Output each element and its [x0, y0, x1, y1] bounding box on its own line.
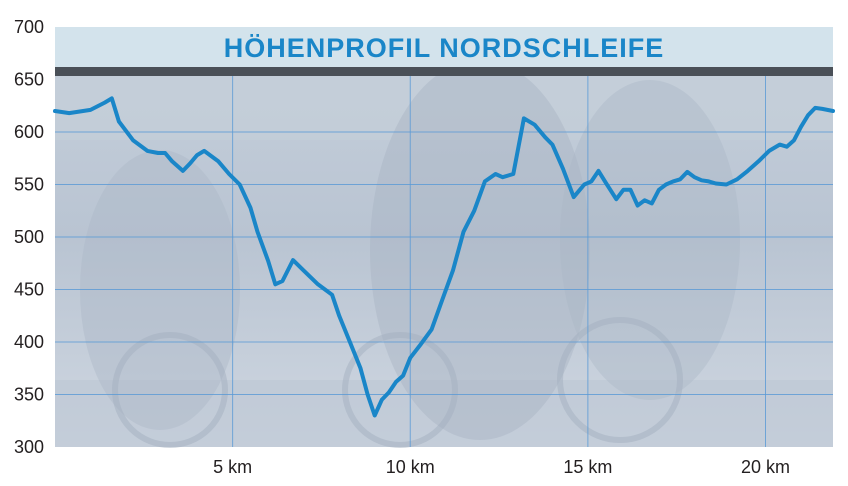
- x-tick-label: 15 km: [563, 457, 612, 477]
- x-tick-label: 10 km: [386, 457, 435, 477]
- plot-background: [55, 27, 833, 448]
- y-tick-label: 700: [14, 17, 44, 37]
- y-tick-label: 650: [14, 70, 44, 90]
- y-tick-label: 600: [14, 122, 44, 142]
- x-tick-label: 20 km: [741, 457, 790, 477]
- elevation-line: [53, 96, 835, 418]
- y-tick-label: 500: [14, 227, 44, 247]
- y-axis-labels: 300 350 400 450 500 550 600 650 700: [14, 17, 44, 457]
- chart-grid: [55, 76, 833, 447]
- y-tick-label: 300: [14, 437, 44, 457]
- chart-title: HÖHENPROFIL NORDSCHLEIFE: [224, 33, 665, 63]
- y-tick-label: 550: [14, 175, 44, 195]
- title-band: [55, 27, 833, 76]
- y-tick-label: 400: [14, 332, 44, 352]
- y-tick-label: 350: [14, 385, 44, 405]
- x-axis-labels: 5 km 10 km 15 km 20 km: [213, 457, 790, 477]
- y-tick-label: 450: [14, 280, 44, 300]
- x-tick-label: 5 km: [213, 457, 252, 477]
